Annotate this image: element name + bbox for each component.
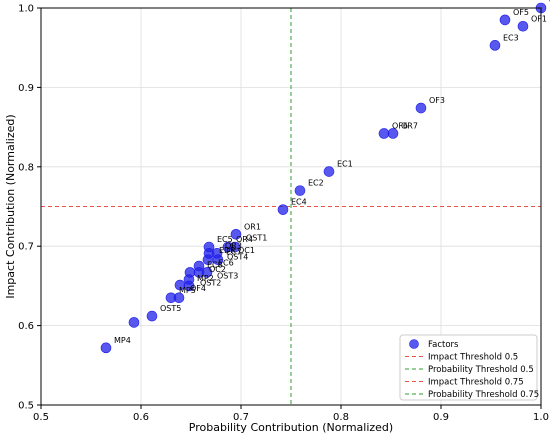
point-label: OR1 <box>244 222 261 231</box>
y-tick-label: 0.6 <box>18 321 34 332</box>
point-label: OST4 <box>227 252 248 261</box>
data-point <box>211 248 223 259</box>
data-point <box>415 102 427 114</box>
data-point <box>184 267 196 278</box>
data-point <box>203 241 215 253</box>
data-point <box>201 267 213 278</box>
data-point <box>499 14 511 26</box>
legend-marker <box>409 339 419 349</box>
x-tick-label: 0.6 <box>133 412 149 423</box>
data-point <box>100 342 112 354</box>
y-tick-label: 0.9 <box>18 83 34 94</box>
x-tick-label: 0.7 <box>233 412 249 423</box>
point-label: EC3 <box>503 33 519 42</box>
point-label: OST5 <box>160 304 181 313</box>
point-label: EC7 <box>226 248 242 257</box>
point-label: OST1 <box>246 233 267 242</box>
x-tick-label: 0.9 <box>433 412 449 423</box>
point-label: OST2 <box>200 279 221 288</box>
data-point <box>229 241 241 253</box>
data-point <box>193 260 205 272</box>
legend-label: Probability Threshold 0.75 <box>428 390 539 400</box>
point-label: OC2 <box>209 265 226 274</box>
legend-label: Factors <box>428 340 459 350</box>
point-label: EC8 <box>207 260 223 269</box>
data-point <box>128 317 140 328</box>
data-point <box>277 204 289 215</box>
x-tick-label: 0.5 <box>33 412 49 423</box>
axis-ticks: 0.5 0.6 0.7 0.8 0.9 1.0 0.5 0.6 0.7 0.8 0.9 1.0 <box>18 4 549 424</box>
data-point <box>230 228 242 240</box>
y-tick-label: 0.8 <box>18 162 34 173</box>
y-tick-label: 0.5 <box>18 401 34 412</box>
point-label: MP5 <box>179 286 196 295</box>
data-points <box>100 2 547 354</box>
legend-box <box>399 334 538 401</box>
x-tick-label: 1.0 <box>533 412 549 423</box>
data-point <box>323 166 335 177</box>
x-tick-label: 0.8 <box>333 412 349 423</box>
point-label: EC1 <box>337 160 353 169</box>
point-label: OF5 <box>513 8 529 17</box>
point-label: EDR <box>219 246 236 255</box>
data-point <box>387 128 399 139</box>
point-label: OC1 <box>238 246 255 255</box>
data-point <box>294 185 306 196</box>
point-label: OF6 <box>392 121 408 130</box>
legend-label: Impact Threshold 0.5 <box>428 353 518 363</box>
y-tick-label: 0.7 <box>18 242 34 253</box>
point-label: MP2 <box>197 274 214 283</box>
point-label: EC5 <box>217 235 233 244</box>
legend-label: Impact Threshold 0.75 <box>428 378 524 388</box>
point-label: OF1 <box>531 14 547 23</box>
legend-label: Probability Threshold 0.5 <box>428 365 534 375</box>
y-axis-label: Impact Contribution (Normalized) <box>4 114 17 298</box>
point-label: OST3 <box>217 271 238 280</box>
point-label: OF4 <box>190 284 206 293</box>
point-label: OR4 <box>236 235 253 244</box>
y-tick-label: 1.0 <box>18 4 34 15</box>
data-point <box>146 310 158 322</box>
point-label: EC6 <box>218 259 234 268</box>
point-label: OR7 <box>401 121 418 130</box>
x-axis-label: Probability Contribution (Normalized) <box>189 421 393 434</box>
data-point <box>517 20 529 32</box>
point-label: EC4 <box>291 198 307 207</box>
point-label: MP4 <box>114 336 131 345</box>
point-label: EC2 <box>308 179 324 188</box>
data-point <box>378 128 390 139</box>
data-point <box>489 40 501 51</box>
plot-frame <box>40 7 542 406</box>
legend: Factors Impact Threshold 0.5 Probability T… <box>399 334 539 401</box>
point-label: OR3 <box>225 241 242 250</box>
point-label: OF3 <box>429 96 445 105</box>
data-point <box>173 292 185 304</box>
